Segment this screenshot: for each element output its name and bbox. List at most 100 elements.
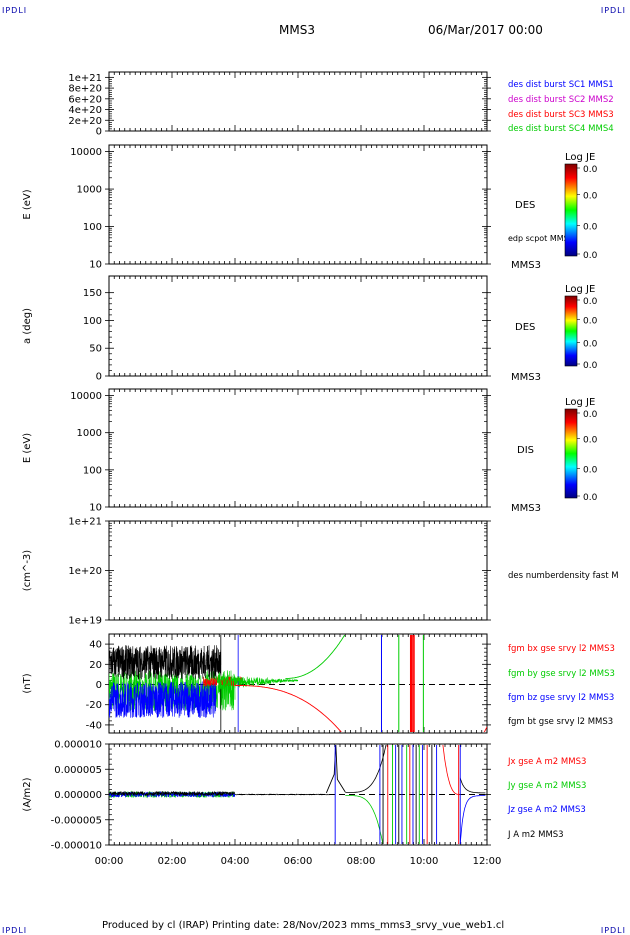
x-tick-label: 00:00 <box>95 856 124 867</box>
colorbar-tick-label: 0.0 <box>583 340 598 350</box>
y-tick-label: 0.000005 <box>54 765 102 776</box>
panel-label: MMS3 <box>511 260 541 271</box>
y-tick-label: 50 <box>89 344 102 355</box>
y-tick-label: 0 <box>96 372 102 383</box>
y-tick-label: 10 <box>89 503 102 514</box>
corner-mark-top-left: IPDLI <box>2 6 28 15</box>
trace-j-late <box>459 777 486 794</box>
y-tick-label: 10000 <box>70 391 102 402</box>
panel-label: MMS3 <box>511 372 541 383</box>
trace-jz <box>109 790 236 798</box>
magnetic-field-traces <box>109 635 487 732</box>
datetime-title: 06/Mar/2017 00:00 <box>428 23 543 37</box>
colorbar-tick-label: 0.0 <box>583 465 598 475</box>
trace-j-quiet <box>234 793 330 796</box>
y-tick-label: 6e+20 <box>68 94 102 105</box>
panel-4: 10000 1000 100 10 E (eV) <box>22 388 491 514</box>
y-tick-label: 150 <box>83 288 102 299</box>
trace-j-spike <box>325 745 346 794</box>
panel-frame <box>108 520 488 621</box>
plot-canvas: 1e+218e+206e+204e+202e+20010000100010010… <box>22 71 619 867</box>
corner-mark-bottom-right: IPDLI <box>600 926 626 935</box>
y-axis-label: E (eV) <box>22 433 33 463</box>
trace-jy-dip <box>345 795 384 844</box>
y-tick-label: -40 <box>86 720 102 731</box>
legend-current-jy: Jy gse A m2 MMS3 <box>507 781 586 791</box>
panel-label: DES <box>515 200 535 211</box>
y-tick-label: 8e+20 <box>68 84 102 95</box>
x-tick-label: 08:00 <box>347 856 376 867</box>
legend-current-j: J A m2 MMS3 <box>507 830 564 840</box>
y-tick-label: 4e+20 <box>68 105 102 116</box>
trace-by-tail <box>215 674 299 690</box>
legend-fgm-bz: fgm bz gse srvy l2 MMS3 <box>508 693 614 703</box>
trace-jz-late <box>459 795 486 844</box>
legend-des-dist-sc2: des dist burst SC2 MMS2 <box>508 95 614 105</box>
y-tick-label: 1000 <box>77 428 102 439</box>
panel-frame <box>108 275 488 377</box>
y-tick-label: 1e+20 <box>68 566 102 577</box>
colorbar-tick-label: 0.0 <box>583 192 598 202</box>
x-tick-label: 04:00 <box>221 856 250 867</box>
legend-current-jz: Jz gse A m2 MMS3 <box>507 805 586 815</box>
trace-j-rise <box>345 745 387 793</box>
legend-numberdensity: des numberdensity fast M <box>508 571 619 581</box>
y-axis-label: E (eV) <box>22 189 33 219</box>
panel-5: 1e+21 1e+20 1e+19 (cm^-3) <box>22 517 491 627</box>
panel-frame <box>108 144 488 265</box>
panel-6: 40 20 0 -20 -40 (nT) <box>22 633 491 734</box>
colorbar-tick-label: 0.0 <box>583 436 598 446</box>
y-tick-label: 10000 <box>70 147 102 158</box>
colorbar-tick-label: 0.0 <box>583 361 598 371</box>
colorbar-tick-label: 0.0 <box>583 493 598 503</box>
y-tick-label: 1e+21 <box>68 517 102 528</box>
colorbar <box>564 408 578 499</box>
colorbar-tick-label: 0.0 <box>583 251 598 261</box>
y-tick-label: 0 <box>96 127 102 138</box>
spacecraft-title: MMS3 <box>279 23 315 37</box>
y-tick-label: -0.000005 <box>51 815 102 826</box>
panel-3: 150 100 50 0 a (deg) <box>22 275 491 383</box>
y-tick-label: 1000 <box>77 185 102 196</box>
current-density-traces <box>109 745 486 844</box>
legend-des-dist-sc3: des dist burst SC3 MMS3 <box>508 110 614 120</box>
trace-bx-tail <box>483 726 487 732</box>
trace-bz <box>109 681 217 718</box>
y-tick-label: 0.000010 <box>54 740 102 751</box>
trace-by-rise <box>285 635 346 679</box>
x-tick-label: 06:00 <box>284 856 313 867</box>
colorbar <box>564 163 578 257</box>
colorbar <box>564 295 578 367</box>
y-tick-label: 0 <box>96 680 102 691</box>
trace-bt <box>109 645 222 680</box>
panel-frame <box>108 388 488 508</box>
y-tick-label: 100 <box>83 465 102 476</box>
legend-des-dist-sc4: des dist burst SC4 MMS4 <box>508 124 614 134</box>
footer-text: Produced by cl (IRAP) Printing date: 28/… <box>102 920 505 931</box>
colorbar-tick-label: 0.0 <box>583 297 598 307</box>
y-tick-label: 20 <box>89 660 102 671</box>
legend-fgm-bx: fgm bx gse srvy l2 MMS3 <box>508 644 615 654</box>
panel-frame <box>108 71 488 132</box>
y-axis-label: a (deg) <box>22 308 33 344</box>
colorbar-tick-label: 0.0 <box>583 165 598 175</box>
colorbar-title: Log JE <box>565 152 595 163</box>
y-tick-label: 10 <box>89 260 102 271</box>
legend-des-dist-sc1: des dist burst SC1 MMS1 <box>508 80 614 90</box>
y-tick-label: 1e+21 <box>68 73 102 84</box>
colorbar-title: Log JE <box>565 284 595 295</box>
x-tick-label: 02:00 <box>158 856 187 867</box>
legend-current-jx: Jx gse A m2 MMS3 <box>507 757 586 767</box>
colorbar-tick-label: 0.0 <box>583 316 598 326</box>
y-tick-label: 40 <box>89 640 102 651</box>
trace-j <box>109 790 236 797</box>
y-tick-label: 100 <box>83 222 102 233</box>
y-axis-label: (cm^-3) <box>22 550 33 591</box>
colorbar-tick-label: 0.0 <box>583 410 598 420</box>
legend-fgm-by: fgm by gse srvy l2 MMS3 <box>508 669 615 679</box>
panel-label: DES <box>515 322 535 333</box>
trace-jx-decay <box>442 745 461 795</box>
colorbar-title: Log JE <box>565 397 595 408</box>
colorbar-tick-label: 0.0 <box>583 222 598 232</box>
